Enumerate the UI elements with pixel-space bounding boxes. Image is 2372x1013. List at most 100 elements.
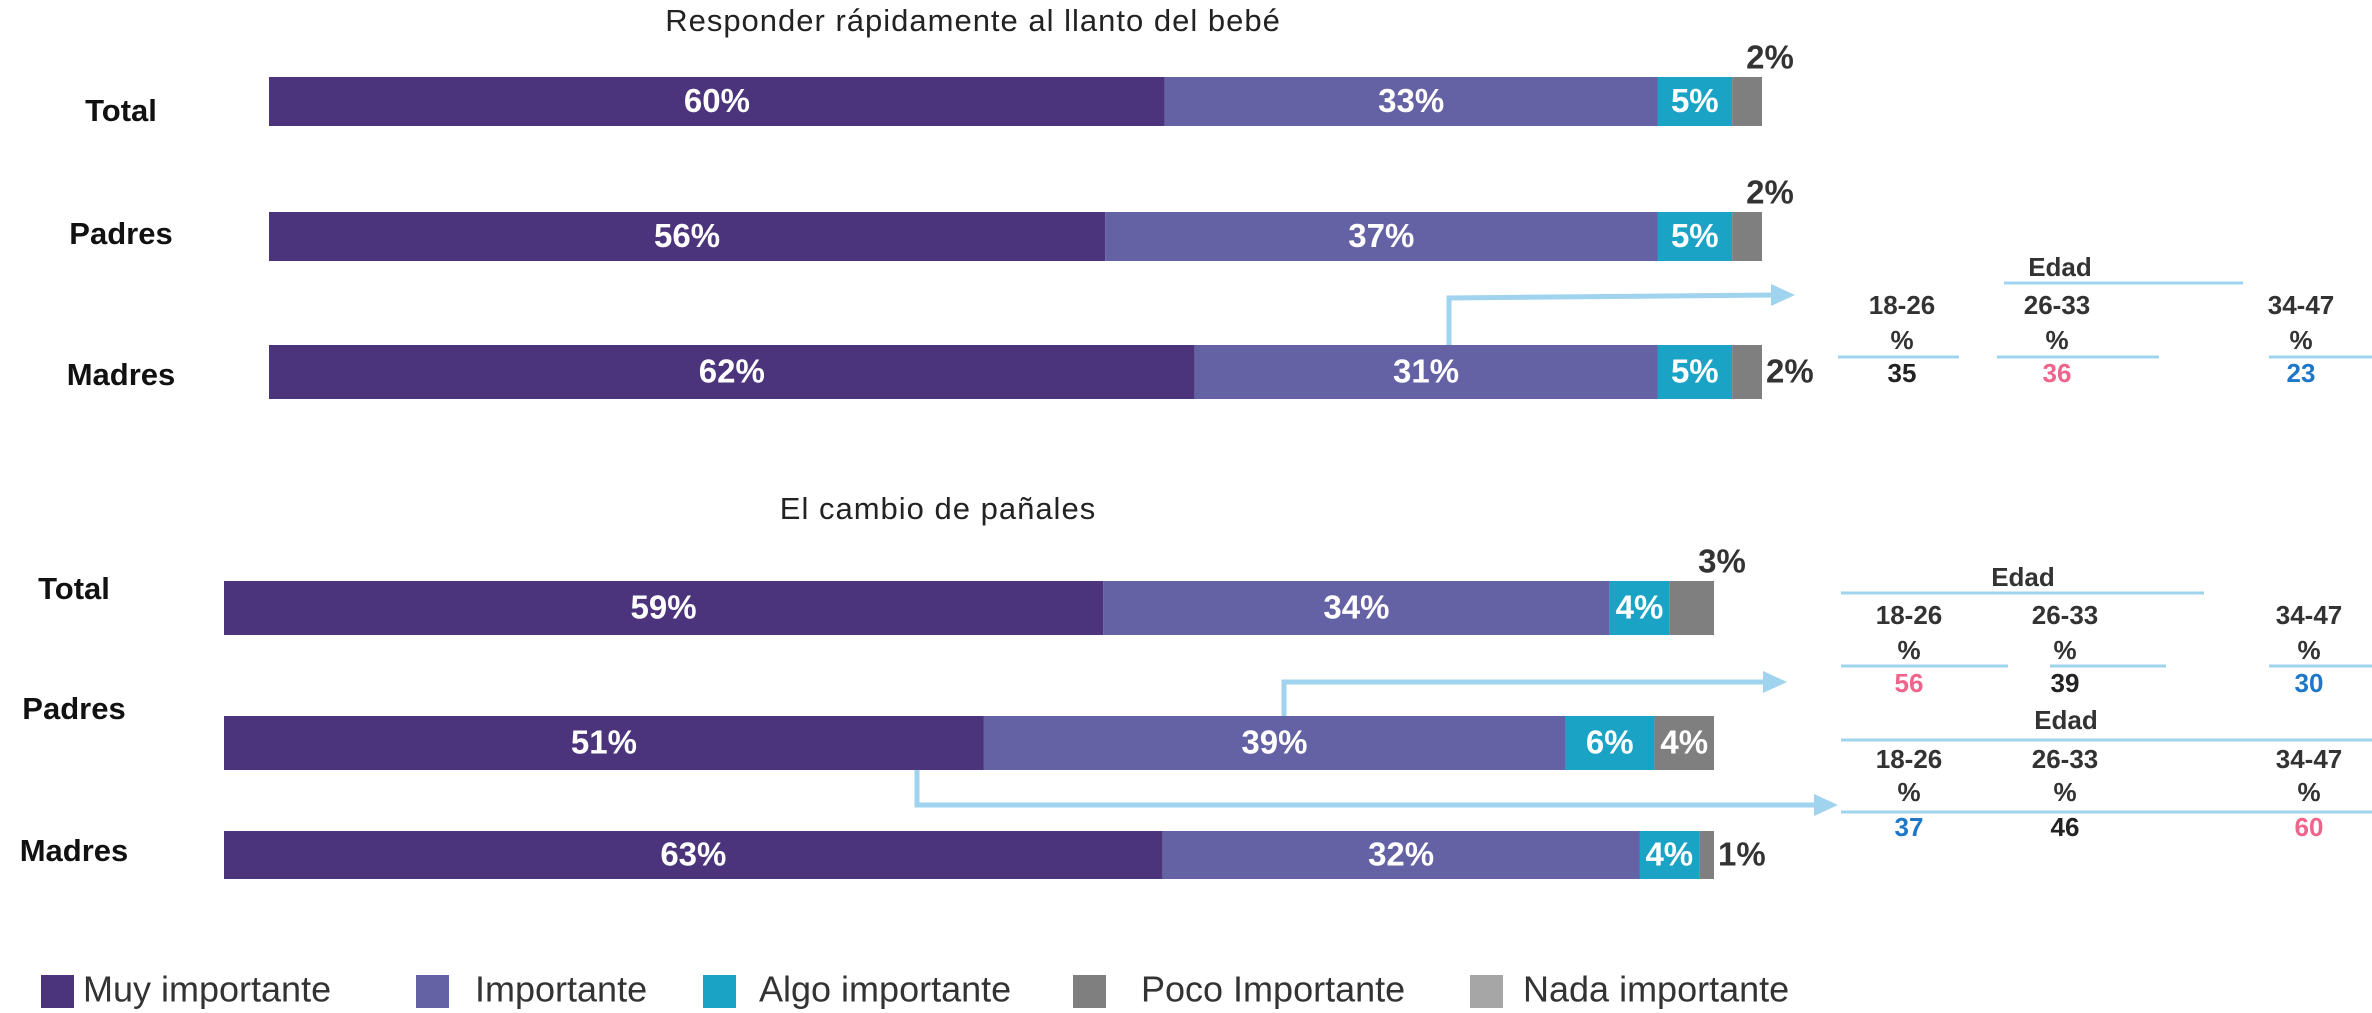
value-label: 62% — [699, 353, 765, 390]
value-label: 63% — [660, 836, 726, 873]
value-label: 60% — [684, 82, 750, 119]
column-label: 26-33 — [2024, 290, 2091, 320]
legend-label: Nada importante — [1523, 969, 1789, 1010]
bar-segment — [269, 345, 1195, 399]
bar-segment — [1194, 345, 1658, 399]
column-unit: % — [1890, 325, 1913, 355]
table-value: 46 — [2051, 812, 2080, 842]
column-label: 26-33 — [2032, 744, 2099, 774]
column-label: 34-47 — [2276, 600, 2343, 630]
bar-segment — [1654, 716, 1714, 770]
bar-segment — [1609, 581, 1670, 635]
bar-segment — [1164, 77, 1658, 126]
bar-segment — [224, 716, 984, 770]
table-value: 56 — [1895, 668, 1924, 698]
legend-label: Poco Importante — [1141, 969, 1405, 1010]
value-label: 51% — [571, 724, 637, 761]
bar-segment — [1657, 345, 1733, 399]
table-header: Edad — [2034, 705, 2098, 735]
bar-segment — [1732, 212, 1762, 261]
column-unit: % — [2289, 325, 2312, 355]
value-label: 5% — [1671, 217, 1719, 254]
value-label: 39% — [1241, 724, 1307, 761]
category-label: Padres — [69, 216, 172, 251]
bar-segment — [1103, 581, 1610, 635]
column-label: 34-47 — [2268, 290, 2335, 320]
table-value: 39 — [2051, 668, 2080, 698]
bar-segment — [1162, 831, 1640, 879]
bar-segment — [1657, 77, 1733, 126]
column-unit: % — [1897, 635, 1920, 665]
legend-swatch — [416, 975, 449, 1008]
legend-label: Importante — [475, 969, 647, 1010]
connector-arrow — [1281, 679, 1767, 716]
category-label: Total — [38, 571, 110, 606]
category-label: Total — [85, 93, 157, 128]
column-unit: % — [2053, 635, 2076, 665]
value-label: 59% — [631, 589, 697, 626]
bar-segment — [1565, 716, 1655, 770]
legend-swatch — [1073, 975, 1106, 1008]
value-label: 32% — [1368, 836, 1434, 873]
legend-swatch — [1470, 975, 1503, 1008]
bar-segment — [1669, 581, 1714, 635]
column-label: 18-26 — [1876, 600, 1943, 630]
value-label: 33% — [1378, 82, 1444, 119]
connector-arrow — [914, 770, 1818, 808]
legend-label: Muy importante — [83, 969, 331, 1010]
bar-segment — [224, 581, 1104, 635]
bar-segment — [983, 716, 1565, 770]
bar-segment — [269, 212, 1106, 261]
column-unit: % — [2053, 777, 2076, 807]
value-label: 2% — [1746, 174, 1794, 211]
value-label: 37% — [1348, 217, 1414, 254]
arrow-head — [1771, 284, 1795, 306]
value-label: 2% — [1766, 353, 1814, 390]
value-label: 2% — [1746, 39, 1794, 76]
bar-segment — [1732, 345, 1762, 399]
legend-label: Algo importante — [759, 969, 1011, 1010]
column-label: 34-47 — [2276, 744, 2343, 774]
value-label: 5% — [1671, 353, 1719, 390]
value-label: 56% — [654, 217, 720, 254]
value-label: 1% — [1718, 836, 1766, 873]
column-unit: % — [1897, 777, 1920, 807]
column-label: 18-26 — [1869, 290, 1936, 320]
value-label: 31% — [1393, 353, 1459, 390]
chart-title: Responder rápidamente al llanto del bebé — [665, 3, 1281, 38]
bar-segment — [1657, 212, 1733, 261]
column-unit: % — [2045, 325, 2068, 355]
connector-arrow — [1446, 292, 1776, 345]
table-value: 60 — [2295, 812, 2324, 842]
chart-title: El cambio de pañales — [780, 491, 1096, 526]
table-header: Edad — [1991, 562, 2055, 592]
table-value: 37 — [1895, 812, 1924, 842]
value-label: 6% — [1586, 724, 1634, 761]
category-label: Madres — [20, 833, 129, 868]
value-label: 4% — [1645, 836, 1693, 873]
legend-swatch — [703, 975, 736, 1008]
arrow-head — [1814, 794, 1838, 816]
arrow-head — [1763, 671, 1787, 693]
bar-segment — [1732, 77, 1762, 126]
table-value: 36 — [2043, 358, 2072, 388]
table-value: 30 — [2295, 668, 2324, 698]
category-label: Padres — [22, 691, 125, 726]
value-label: 34% — [1323, 589, 1389, 626]
legend-swatch — [41, 975, 74, 1008]
value-label: 5% — [1671, 82, 1719, 119]
bar-segment — [1699, 831, 1714, 879]
bar-segment — [1105, 212, 1658, 261]
bar-segment — [269, 77, 1165, 126]
table-header: Edad — [2028, 252, 2092, 282]
column-label: 26-33 — [2032, 600, 2099, 630]
column-unit: % — [2297, 635, 2320, 665]
bar-segment — [1639, 831, 1700, 879]
column-unit: % — [2297, 777, 2320, 807]
column-label: 18-26 — [1876, 744, 1943, 774]
value-label: 3% — [1698, 543, 1746, 580]
table-value: 23 — [2287, 358, 2316, 388]
category-label: Madres — [67, 357, 176, 392]
bar-segment — [224, 831, 1163, 879]
